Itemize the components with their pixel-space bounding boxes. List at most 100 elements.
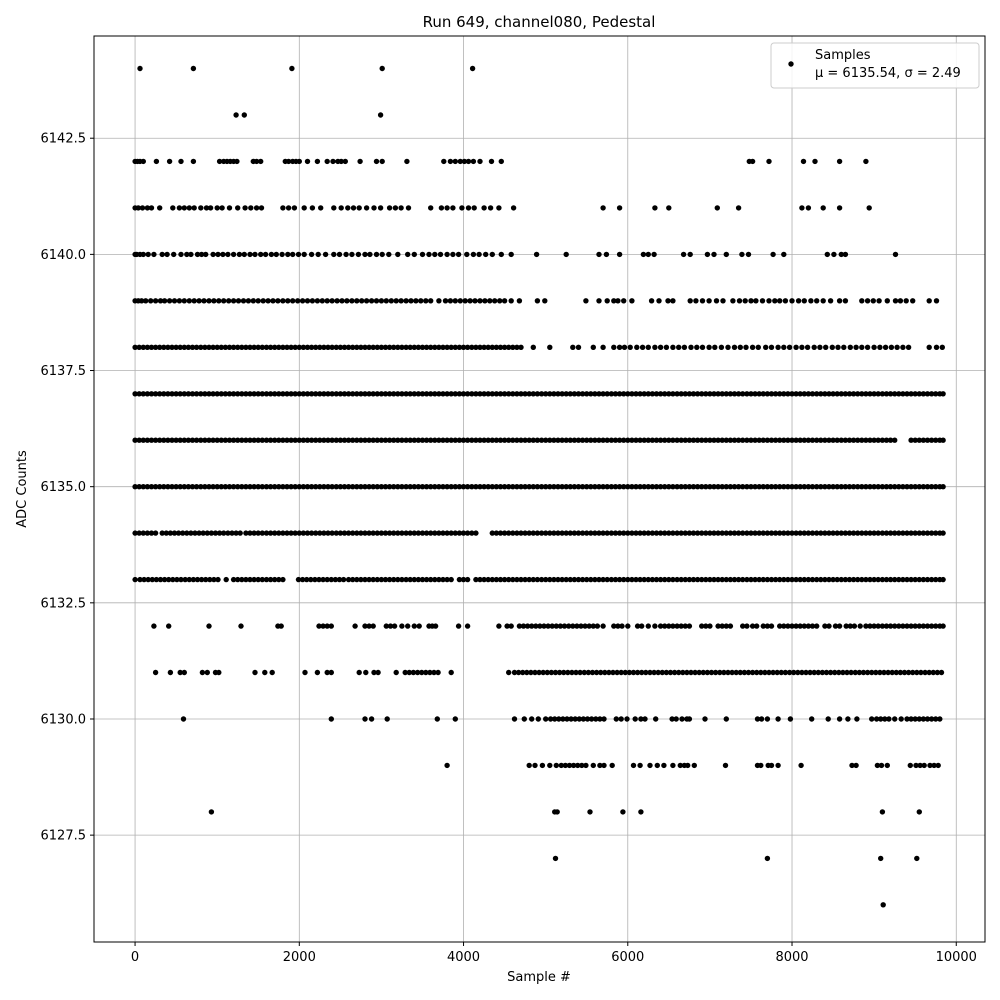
data-point bbox=[735, 391, 742, 397]
data-point bbox=[863, 484, 869, 490]
data-point bbox=[674, 484, 680, 490]
data-point bbox=[637, 484, 643, 490]
data-point bbox=[711, 251, 717, 258]
data-point bbox=[663, 669, 670, 676]
data-point bbox=[230, 437, 237, 443]
chart-title: Run 649, channel080, Pedestal bbox=[423, 13, 656, 31]
data-point bbox=[781, 530, 787, 536]
data-point bbox=[686, 437, 693, 443]
data-point bbox=[537, 623, 543, 629]
data-point bbox=[814, 484, 820, 490]
data-point bbox=[846, 391, 853, 397]
data-point bbox=[285, 251, 291, 258]
data-point bbox=[398, 298, 404, 304]
data-point bbox=[703, 391, 709, 397]
data-point bbox=[863, 437, 869, 443]
data-point bbox=[374, 391, 380, 397]
data-point bbox=[609, 762, 615, 769]
data-point bbox=[285, 158, 292, 165]
data-point bbox=[464, 530, 471, 536]
data-point bbox=[748, 576, 754, 583]
data-point bbox=[226, 344, 233, 350]
data-point bbox=[879, 576, 886, 583]
data-point bbox=[136, 344, 142, 350]
data-point bbox=[212, 530, 219, 536]
data-point bbox=[600, 530, 606, 536]
x-tick-label: 0 bbox=[131, 950, 139, 965]
data-point bbox=[239, 484, 245, 490]
data-point bbox=[143, 298, 149, 304]
data-point bbox=[830, 437, 836, 443]
data-point bbox=[284, 344, 290, 350]
data-point bbox=[551, 484, 557, 490]
data-point bbox=[772, 391, 779, 397]
data-point bbox=[832, 669, 838, 676]
data-point bbox=[811, 344, 817, 350]
data-point bbox=[809, 576, 816, 583]
data-point bbox=[604, 298, 610, 304]
data-point bbox=[842, 298, 849, 304]
data-point bbox=[477, 484, 483, 490]
data-point bbox=[325, 437, 331, 443]
data-point bbox=[939, 344, 945, 350]
data-point bbox=[600, 344, 606, 350]
data-point bbox=[308, 391, 315, 397]
data-point bbox=[366, 391, 372, 397]
data-point bbox=[892, 437, 898, 443]
data-point bbox=[132, 576, 138, 583]
data-point bbox=[850, 437, 857, 443]
data-point bbox=[744, 484, 750, 490]
data-point bbox=[378, 344, 385, 350]
data-point bbox=[592, 391, 598, 397]
data-point bbox=[727, 623, 734, 629]
data-point bbox=[880, 902, 886, 908]
data-point bbox=[752, 437, 758, 443]
data-point bbox=[563, 391, 569, 397]
data-point bbox=[247, 344, 253, 350]
data-point bbox=[414, 669, 421, 676]
data-point bbox=[181, 391, 187, 397]
data-point bbox=[639, 623, 645, 629]
data-point bbox=[781, 484, 787, 490]
data-point bbox=[596, 251, 602, 258]
data-point bbox=[238, 623, 244, 629]
y-tick-label: 6135.0 bbox=[41, 480, 87, 495]
data-point bbox=[657, 437, 664, 443]
data-point bbox=[781, 251, 787, 258]
data-point bbox=[904, 716, 910, 722]
data-point bbox=[703, 437, 709, 443]
data-point bbox=[157, 391, 163, 397]
data-point bbox=[356, 669, 362, 676]
data-point bbox=[543, 716, 549, 722]
data-point bbox=[382, 530, 389, 536]
data-point bbox=[592, 576, 598, 583]
data-point bbox=[547, 762, 553, 769]
data-point bbox=[885, 669, 891, 676]
data-point bbox=[621, 437, 627, 443]
data-point bbox=[450, 205, 456, 211]
data-point bbox=[775, 344, 781, 350]
data-point bbox=[711, 484, 717, 490]
data-point bbox=[717, 669, 723, 676]
data-point bbox=[900, 344, 906, 350]
y-axis: 6127.56130.06132.56135.06137.56140.06142… bbox=[41, 132, 94, 844]
data-point bbox=[704, 669, 711, 676]
data-point bbox=[551, 391, 557, 397]
data-point bbox=[434, 716, 440, 722]
data-point bbox=[408, 298, 414, 304]
data-point bbox=[634, 623, 641, 629]
data-point bbox=[506, 530, 512, 536]
data-point bbox=[272, 391, 278, 397]
data-point bbox=[510, 205, 517, 211]
data-point bbox=[674, 391, 680, 397]
data-point bbox=[604, 484, 610, 490]
data-point bbox=[781, 576, 787, 583]
data-point bbox=[437, 251, 444, 258]
data-point bbox=[312, 576, 318, 583]
data-point bbox=[255, 576, 261, 583]
data-point bbox=[176, 298, 183, 304]
data-point bbox=[600, 391, 606, 397]
data-point bbox=[423, 669, 429, 676]
data-point bbox=[809, 391, 816, 397]
data-point bbox=[707, 576, 713, 583]
